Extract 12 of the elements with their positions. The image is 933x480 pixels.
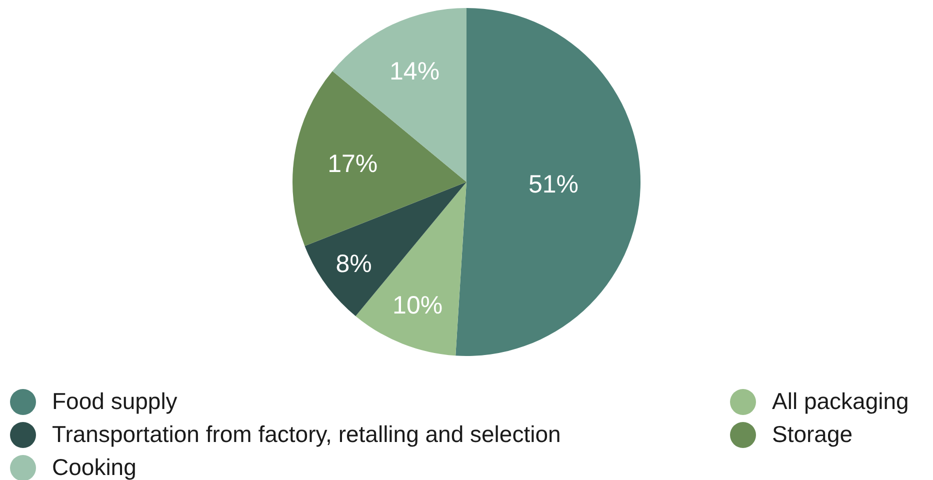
- legend-label: Storage: [772, 421, 853, 448]
- data-label: 51%: [528, 170, 578, 199]
- data-label: 14%: [390, 58, 440, 86]
- legend-label: Food supply: [52, 388, 178, 415]
- pie-slice: [456, 8, 640, 356]
- pie-slice: [304, 182, 466, 316]
- data-label: 10%: [392, 292, 443, 320]
- legend-label: Transportation from factory, retalling and selection: [52, 421, 561, 448]
- legend-label: Cooking: [52, 454, 136, 480]
- data-label: 8%: [336, 250, 372, 278]
- data-label: 17%: [328, 150, 378, 178]
- legend-label: All packaging: [772, 388, 909, 415]
